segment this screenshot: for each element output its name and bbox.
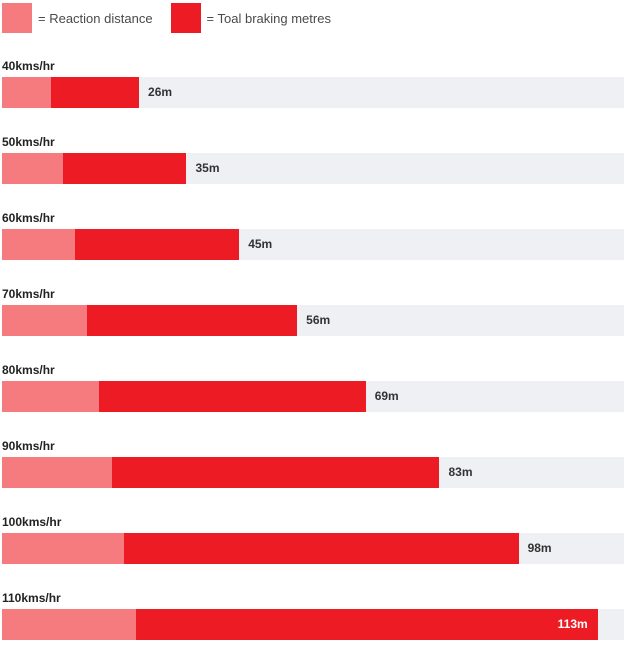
total-label: 83m [448,465,473,479]
legend-swatch-reaction [2,3,32,33]
bar-braking [51,77,140,108]
bar-reaction [2,609,136,640]
category-label: 100kms/hr [2,515,62,529]
bar-row: 90kms/hr 83m [2,439,624,509]
bar-row: 110kms/hr 113m [2,591,624,661]
bar-row: 70kms/hr 56m [2,287,624,357]
bar-track: 113m [2,609,624,640]
bar-reaction [2,381,99,412]
bar-row: 50kms/hr 35m [2,135,624,205]
bar-row: 60kms/hr 45m [2,211,624,281]
bar-row: 100kms/hr 98m [2,515,624,585]
bar-reaction [2,153,64,184]
bar-row: 40kms/hr 26m [2,59,624,129]
category-label: 110kms/hr [2,591,61,605]
category-label: 40kms/hr [2,59,55,73]
bar-braking [75,229,240,260]
legend-label-braking: = Toal braking metres [206,10,331,26]
legend-item-braking: = Toal braking metres [170,3,331,33]
bar-reaction [2,229,76,260]
legend-item-reaction: = Reaction distance [2,3,153,33]
bar-braking [86,305,298,336]
bar-braking [124,533,519,564]
bar-track: 98m [2,533,624,564]
bar-track: 35m [2,153,624,184]
bar-reaction [2,77,52,108]
bar-reaction [2,457,113,488]
bar-braking [63,153,187,184]
bar-reaction [2,305,87,336]
bar-reaction [2,533,125,564]
total-label: 35m [195,161,220,175]
total-label: 98m [527,541,552,555]
bar-track: 45m [2,229,624,260]
bar-track: 56m [2,305,624,336]
legend-label-reaction: = Reaction distance [38,10,153,26]
bar-track: 26m [2,77,624,108]
category-label: 80kms/hr [2,363,55,377]
total-label: 45m [248,237,273,251]
category-label: 90kms/hr [2,439,55,453]
category-label: 60kms/hr [2,211,55,225]
legend: = Reaction distance = Toal braking metre… [2,2,349,34]
bar-braking [98,381,366,412]
total-label: 56m [306,313,331,327]
bar-track: 69m [2,381,624,412]
bar-braking [135,609,598,640]
total-label: 113m [557,617,588,631]
category-label: 50kms/hr [2,135,55,149]
bar-track: 83m [2,457,624,488]
total-label: 26m [148,85,173,99]
legend-swatch-braking [170,3,201,33]
bar-braking [112,457,440,488]
bar-row: 80kms/hr 69m [2,363,624,433]
category-label: 70kms/hr [2,287,55,301]
total-label: 69m [374,389,399,403]
